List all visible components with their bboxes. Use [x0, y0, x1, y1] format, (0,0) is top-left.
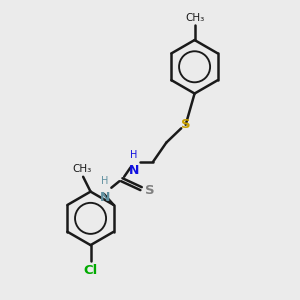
Text: S: S	[145, 184, 155, 196]
Text: N: N	[100, 191, 111, 204]
Text: Cl: Cl	[83, 263, 98, 277]
Text: H: H	[101, 176, 109, 186]
Text: N: N	[128, 164, 139, 177]
Text: H: H	[130, 150, 137, 161]
Text: CH₃: CH₃	[185, 13, 204, 23]
Text: CH₃: CH₃	[73, 164, 92, 174]
Text: S: S	[182, 118, 191, 131]
